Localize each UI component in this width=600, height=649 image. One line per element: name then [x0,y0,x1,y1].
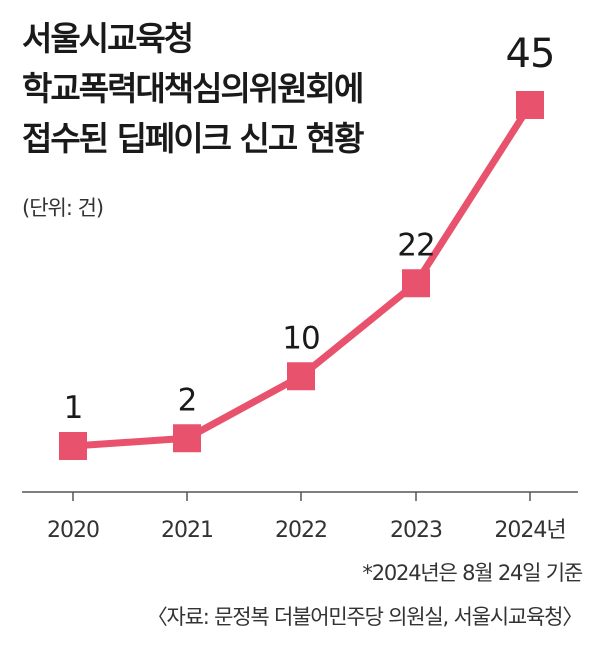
data-label: 10 [282,320,319,356]
data-point-marker [516,91,544,119]
x-tick-label: 2024년 [494,518,565,543]
title-line-1: 서울시교육청 [22,19,194,58]
data-label: 45 [506,31,555,77]
x-tick-label: 2021 [161,518,213,543]
data-point-marker [402,269,430,298]
title-line-2: 학교폭력대책심의위원회에 [22,69,364,108]
x-tick-label: 2022 [275,518,327,543]
title-line-3: 접수된 딥페이크 신고 현황 [22,119,364,158]
data-point-marker [59,432,87,460]
unit-label: (단위: 건) [22,196,104,220]
source-note: 〈자료: 문정복 더불어민주당 의원실, 서울시교육청〉 [146,605,583,629]
x-tick-label: 2023 [390,518,442,543]
x-tick-label: 2020 [47,518,99,543]
series-line [69,101,534,450]
data-label: 2 [178,382,197,418]
data-label: 1 [64,390,83,426]
data-point-marker [173,424,201,453]
data-point-marker [287,362,315,391]
data-label: 22 [397,227,434,263]
footnote: *2024년은 8월 24일 기준 [362,561,583,585]
chart-title: 서울시교육청 학교폭력대책심의위원회에 접수된 딥페이크 신고 현황 [22,14,364,164]
